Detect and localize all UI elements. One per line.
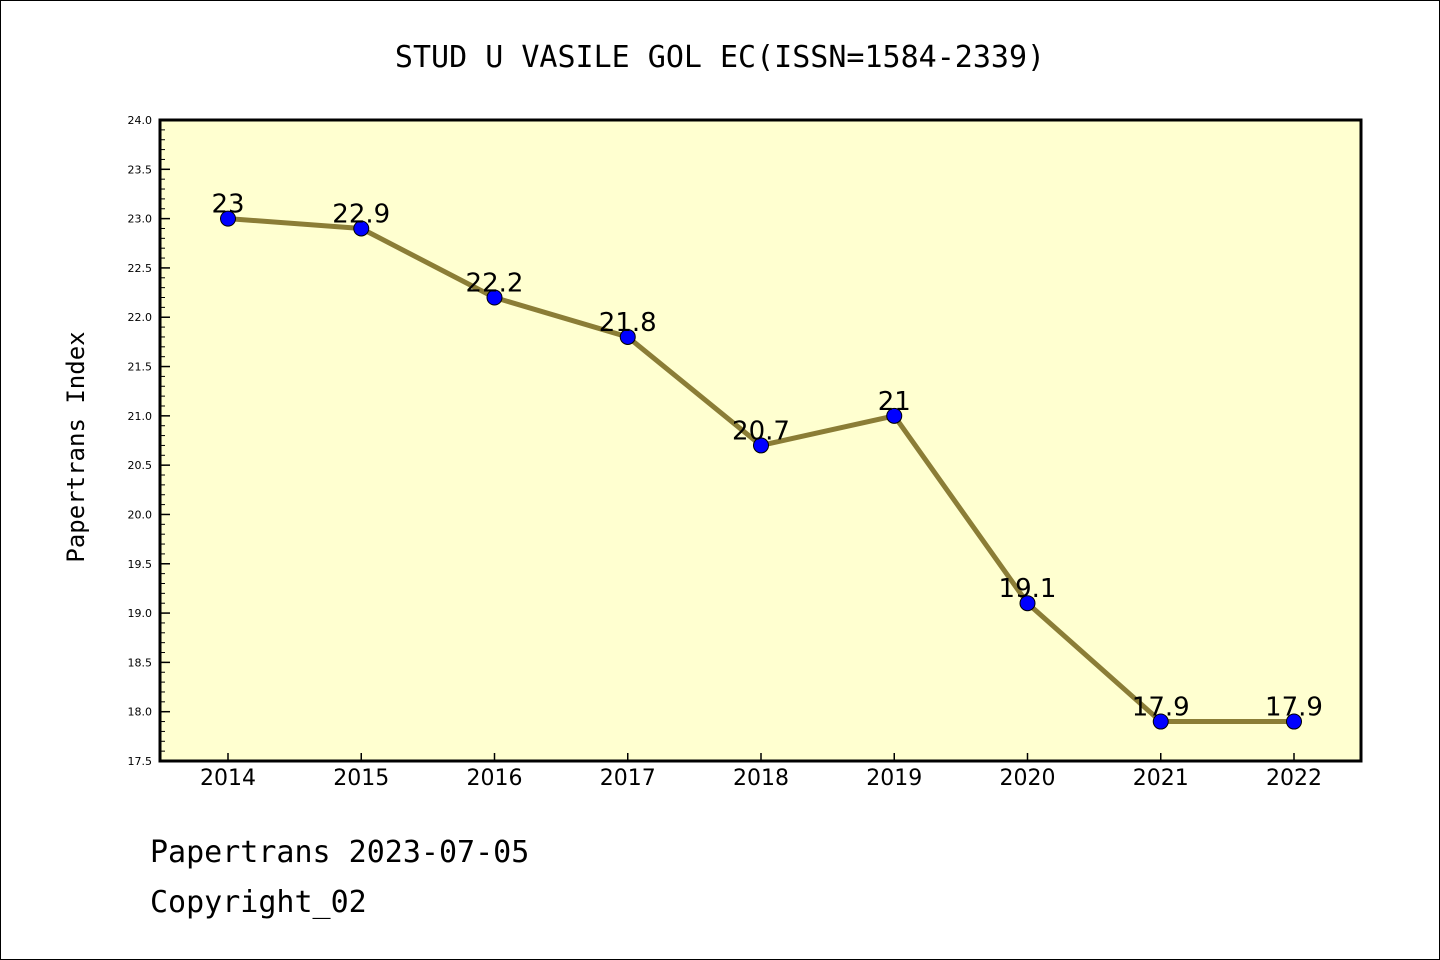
footer-copyright-text: Copyright_02 xyxy=(150,885,367,920)
x-tick-label: 2015 xyxy=(333,766,389,791)
data-point xyxy=(1286,713,1302,730)
data-point xyxy=(886,407,903,424)
data-label: 22.9 xyxy=(332,199,390,229)
y-tick-label: 18.5 xyxy=(128,656,153,669)
x-tick-label: 2018 xyxy=(733,766,789,791)
data-point xyxy=(1152,713,1169,730)
x-tick-label: 2017 xyxy=(600,766,656,791)
data-label: 23 xyxy=(211,190,244,220)
y-tick-label: 19.5 xyxy=(128,558,153,571)
data-point xyxy=(486,289,503,306)
x-tick-label: 2020 xyxy=(1000,766,1056,791)
y-tick-label: 17.5 xyxy=(128,755,153,768)
x-tick-label: 2016 xyxy=(467,766,523,791)
data-label: 20.7 xyxy=(732,416,790,446)
y-tick-label: 20.0 xyxy=(128,508,153,521)
y-axis-label: Papertrans Index xyxy=(62,331,90,562)
data-label: 17.9 xyxy=(1132,693,1190,723)
data-label: 22.2 xyxy=(466,269,524,299)
footer-date-text: Papertrans 2023-07-05 xyxy=(150,835,530,870)
data-point xyxy=(619,328,636,345)
data-label: 19.1 xyxy=(999,574,1057,604)
y-tick-label: 23.0 xyxy=(128,213,153,226)
data-point xyxy=(1019,595,1036,612)
data-point xyxy=(753,437,769,454)
data-label: 21.8 xyxy=(599,308,657,338)
data-point xyxy=(220,210,236,227)
y-tick-label: 18.0 xyxy=(128,706,153,719)
y-tick-label: 21.5 xyxy=(128,361,153,374)
y-tick-label: 20.5 xyxy=(128,459,153,472)
data-label: 17.9 xyxy=(1265,693,1323,723)
y-tick-label: 22.0 xyxy=(128,311,153,324)
x-tick-label: 2014 xyxy=(200,766,256,791)
y-tick-label: 24.0 xyxy=(128,114,153,127)
y-tick-label: 21.0 xyxy=(128,410,153,423)
x-tick-label: 2019 xyxy=(866,766,922,791)
y-tick-label: 19.0 xyxy=(128,607,153,620)
chart-title: STUD U VASILE GOL EC(ISSN=1584-2339) xyxy=(395,40,1045,75)
x-tick-label: 2021 xyxy=(1133,766,1189,791)
y-tick-label: 23.5 xyxy=(128,163,153,176)
x-tick-label: 2022 xyxy=(1266,766,1322,791)
data-label: 21 xyxy=(878,387,911,417)
data-point xyxy=(353,220,370,237)
y-tick-label: 22.5 xyxy=(128,262,153,275)
